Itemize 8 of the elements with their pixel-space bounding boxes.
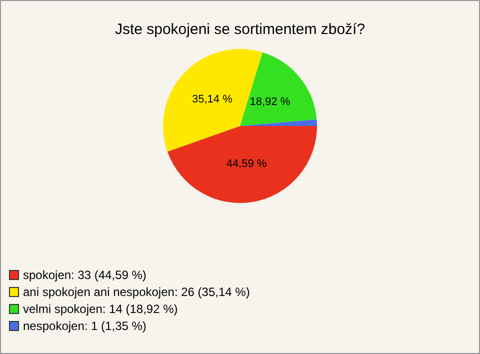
legend-label: nespokojen: 1 (1,35 %) <box>22 318 148 335</box>
data-label: 18,92 % <box>250 96 290 108</box>
data-label: 44,59 % <box>226 158 267 170</box>
legend-label: ani spokojen ani nespokojen: 26 (35,14 %) <box>22 284 250 301</box>
legend-label: spokojen: 33 (44,59 %) <box>22 267 148 284</box>
legend-label: velmi spokojen: 14 (18,92 %) <box>22 301 179 318</box>
data-label: 35,14 % <box>192 93 233 106</box>
chart-title: Jste spokojeni se sortimentem zboží? <box>114 21 366 38</box>
